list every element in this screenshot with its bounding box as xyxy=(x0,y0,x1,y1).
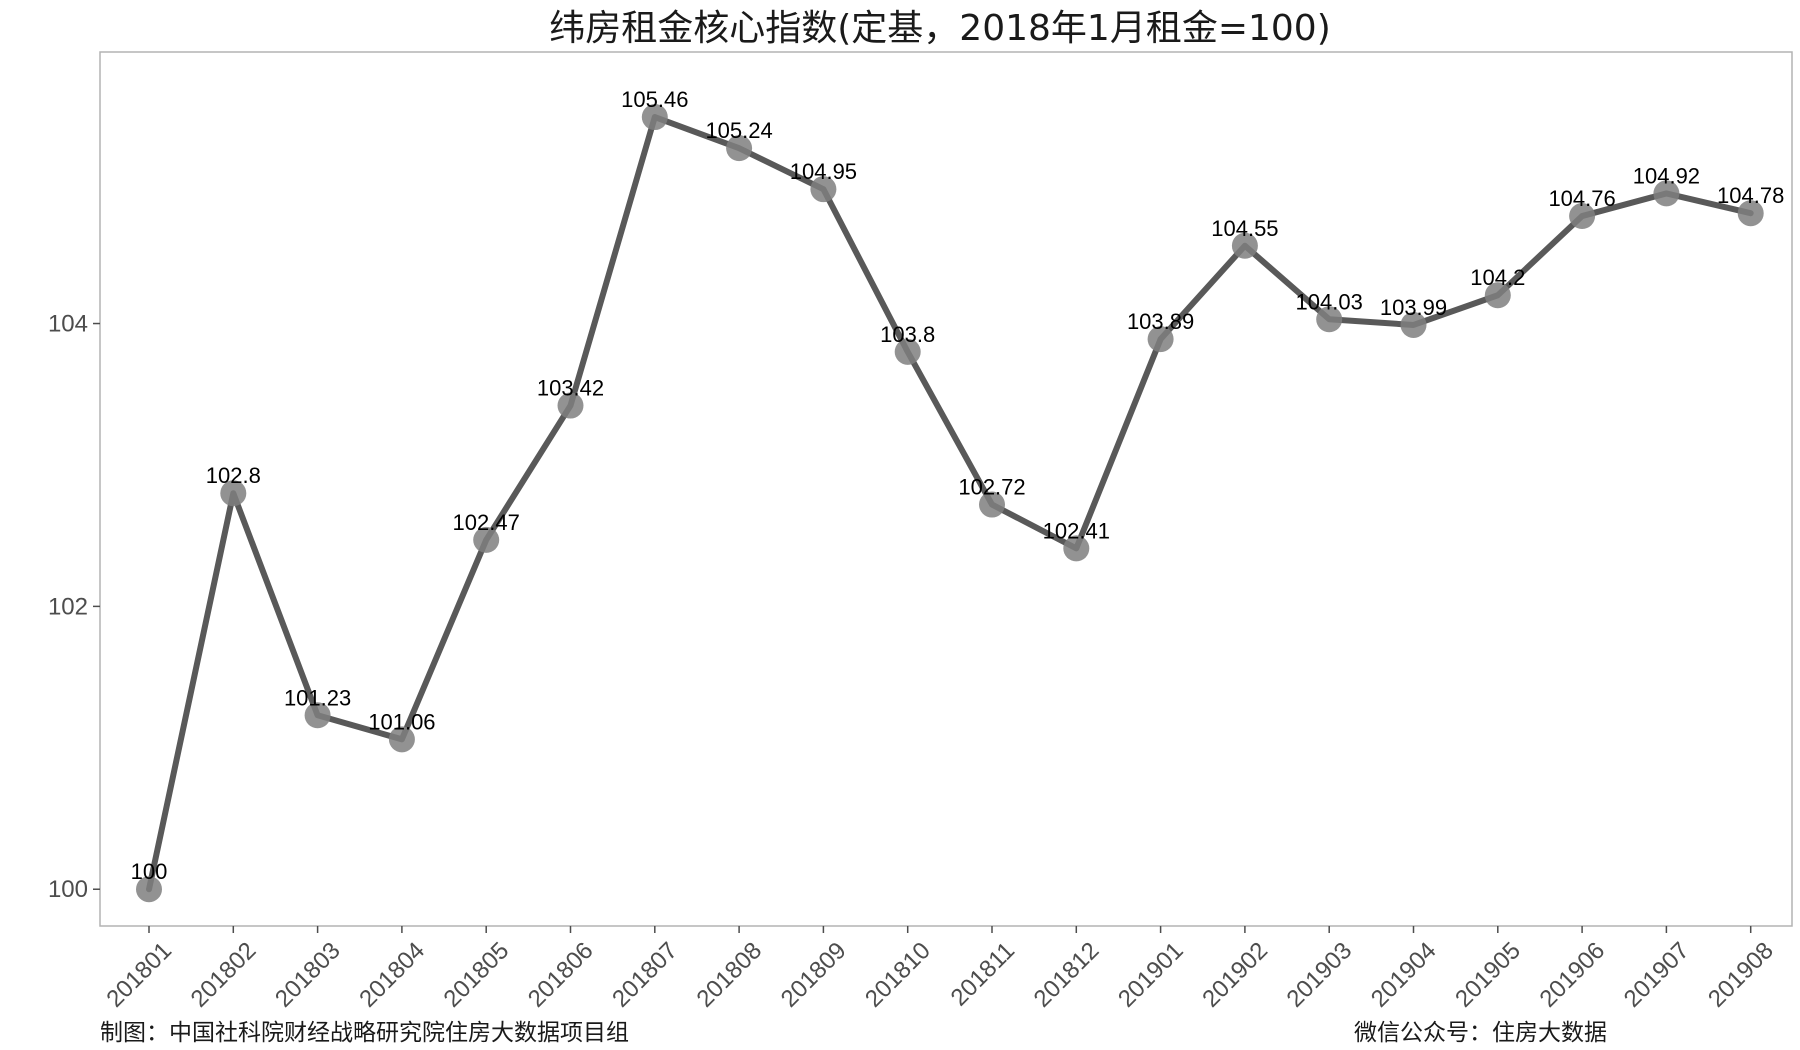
x-tick-label: 201802 xyxy=(186,937,262,1013)
data-point xyxy=(1484,282,1511,309)
data-label: 102.41 xyxy=(1043,518,1110,543)
data-point xyxy=(388,726,415,753)
x-tick-label: 201811 xyxy=(946,937,1020,1011)
data-point xyxy=(1147,326,1174,353)
data-label: 102.72 xyxy=(958,475,1025,500)
data-point xyxy=(1231,232,1258,259)
x-tick-label: 201810 xyxy=(860,937,936,1013)
x-tick-label: 201807 xyxy=(607,937,683,1013)
data-label: 105.24 xyxy=(705,118,772,143)
data-point xyxy=(557,392,584,419)
chart-title: 纬房租金核心指数(定基，2018年1月租金=100) xyxy=(549,8,1331,49)
data-point xyxy=(136,876,162,903)
x-tick-label: 201806 xyxy=(523,937,599,1013)
footer-credit: 制图：中国社科院财经战略研究院住房大数据项目组 xyxy=(100,1020,629,1046)
x-tick-label: 201903 xyxy=(1282,937,1358,1013)
x-tick-label: 201809 xyxy=(776,937,852,1013)
y-tick-label: 104 xyxy=(48,311,88,338)
x-axis: 201801 201802 201803 201804 201805 201806 2018… xyxy=(101,926,1779,1013)
data-label: 104.2 xyxy=(1470,265,1525,290)
data-label: 102.47 xyxy=(453,510,520,535)
data-labels: 100 102.8 101.23 101.06 102.47 103.42 105.46 10… xyxy=(131,87,1785,884)
y-tick-label: 102 xyxy=(48,593,88,620)
x-tick-label: 201904 xyxy=(1366,937,1442,1013)
series-line xyxy=(146,114,1754,893)
x-tick-label: 201906 xyxy=(1534,937,1610,1013)
data-point xyxy=(1569,203,1596,230)
data-label: 104.78 xyxy=(1717,183,1784,208)
data-label: 103.99 xyxy=(1380,295,1447,320)
x-tick-label: 201808 xyxy=(691,937,767,1013)
data-label: 103.8 xyxy=(880,322,935,347)
data-label: 103.42 xyxy=(537,376,604,401)
data-point xyxy=(1653,180,1680,207)
data-label: 105.46 xyxy=(621,87,688,112)
x-tick-label: 201803 xyxy=(270,937,346,1013)
x-tick-label: 201902 xyxy=(1197,937,1273,1013)
x-tick-label: 201812 xyxy=(1029,937,1105,1013)
data-label: 104.55 xyxy=(1211,216,1278,241)
x-tick-label: 201907 xyxy=(1619,937,1695,1013)
footer-wechat: 微信公众号：住房大数据 xyxy=(1354,1020,1607,1046)
data-point xyxy=(473,526,500,553)
x-tick-label: 201905 xyxy=(1450,937,1526,1013)
data-label: 100 xyxy=(131,859,168,884)
data-label: 103.89 xyxy=(1127,309,1194,334)
data-point xyxy=(726,135,753,162)
data-label: 101.06 xyxy=(368,709,435,734)
data-point xyxy=(979,491,1005,518)
x-tick-label: 201908 xyxy=(1703,937,1779,1013)
data-label: 104.92 xyxy=(1633,163,1700,188)
x-tick-label: 201804 xyxy=(354,937,430,1013)
y-axis: 100 102 104 xyxy=(48,311,100,903)
data-point xyxy=(1316,306,1343,333)
x-tick-label: 201805 xyxy=(439,937,515,1013)
data-point xyxy=(810,176,837,203)
y-tick-label: 100 xyxy=(48,876,88,903)
data-label: 102.8 xyxy=(206,463,261,488)
plot-panel xyxy=(99,51,1793,927)
data-label: 104.95 xyxy=(790,159,857,184)
data-point xyxy=(1400,311,1427,338)
x-tick-label: 201901 xyxy=(1113,937,1189,1013)
data-label: 104.76 xyxy=(1548,186,1615,211)
data-point xyxy=(894,338,921,365)
data-point xyxy=(1063,535,1090,562)
data-point xyxy=(220,480,247,507)
x-tick-label: 201801 xyxy=(101,937,177,1013)
data-point xyxy=(304,702,331,729)
series-rent-index xyxy=(136,104,1764,903)
data-point xyxy=(1737,200,1764,227)
data-label: 104.03 xyxy=(1296,289,1363,314)
data-point xyxy=(641,104,668,131)
data-label: 101.23 xyxy=(284,685,351,710)
